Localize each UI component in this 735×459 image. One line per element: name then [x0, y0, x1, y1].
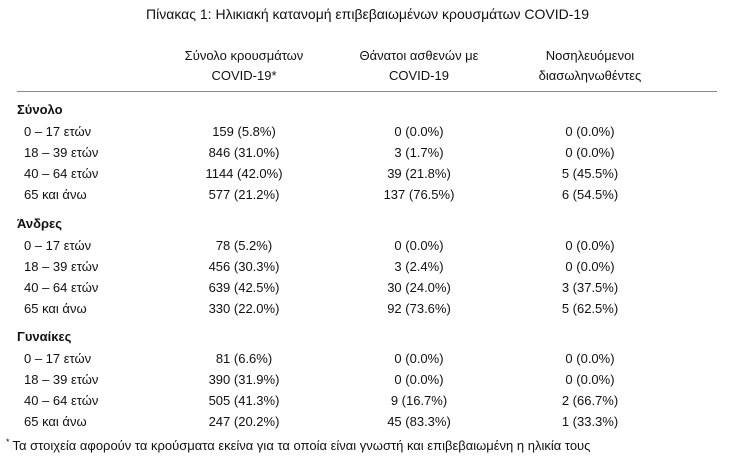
deaths-cell: 0 (0.0%) — [394, 124, 444, 139]
age-group: 18 – 39 ετών — [24, 372, 99, 387]
age-group: 40 – 64 ετών — [24, 280, 99, 295]
header-deaths: Θάνατοι ασθενών με COVID-19 — [336, 46, 502, 86]
header-hospitalized: Νοσηλευόμενοι διασωληνωθέντες — [514, 46, 666, 86]
cases-cell: 247 (20.2%) — [208, 414, 280, 429]
table-row: 0 – 17 ετών 78 (5.2%) 0 (0.0%) 0 (0.0%) — [17, 235, 717, 256]
hospitalized-cell: 0 (0.0%) — [565, 259, 615, 274]
table-row: 0 – 17 ετών 159 (5.8%) 0 (0.0%) 0 (0.0%) — [17, 121, 717, 142]
cases-cell: 577 (21.2%) — [208, 187, 280, 202]
age-group: 0 – 17 ετών — [24, 351, 92, 366]
header-deaths-line-2: COVID-19 — [389, 68, 449, 83]
cases-cell: 846 (31.0%) — [208, 145, 280, 160]
cases-cell: 505 (41.3%) — [208, 393, 280, 408]
hospitalized-cell: 1 (33.3%) — [561, 414, 619, 429]
age-group: 65 και άνω — [24, 187, 87, 202]
deaths-cell: 3 (1.7%) — [394, 145, 444, 160]
table-row: 40 – 64 ετών 639 (42.5%) 30 (24.0%) 3 (3… — [17, 277, 717, 298]
hospitalized-cell: 0 (0.0%) — [565, 145, 615, 160]
hospitalized-cell: 0 (0.0%) — [565, 372, 615, 387]
cases-cell: 456 (30.3%) — [208, 259, 280, 274]
deaths-cell: 0 (0.0%) — [394, 372, 444, 387]
table-row: 65 και άνω 330 (22.0%) 92 (73.6%) 5 (62.… — [17, 298, 717, 319]
deaths-cell: 30 (24.0%) — [387, 280, 451, 295]
footnote: * Τα στοιχεία αφορούν τα κρούσματα εκείνα… — [6, 437, 731, 453]
section-title: Άνδρες — [17, 216, 62, 231]
deaths-cell: 3 (2.4%) — [394, 259, 444, 274]
header-cases: Σύνολο κρουσμάτων COVID-19* — [180, 46, 308, 86]
deaths-cell: 137 (76.5%) — [383, 187, 455, 202]
hospitalized-cell: 5 (62.5%) — [561, 301, 619, 316]
cases-cell: 330 (22.0%) — [208, 301, 280, 316]
deaths-cell: 0 (0.0%) — [394, 238, 444, 253]
table-row: 18 – 39 ετών 390 (31.9%) 0 (0.0%) 0 (0.0… — [17, 369, 717, 390]
hospitalized-cell: 6 (54.5%) — [561, 187, 619, 202]
table-row: 65 και άνω 247 (20.2%) 45 (83.3%) 1 (33.… — [17, 411, 717, 432]
hospitalized-cell: 0 (0.0%) — [565, 351, 615, 366]
cases-cell: 81 (6.6%) — [215, 351, 273, 366]
deaths-cell: 0 (0.0%) — [394, 351, 444, 366]
age-group: 40 – 64 ετών — [24, 166, 99, 181]
age-group: 65 και άνω — [24, 414, 87, 429]
deaths-cell: 9 (16.7%) — [390, 393, 448, 408]
age-group: 18 – 39 ετών — [24, 259, 99, 274]
age-group: 40 – 64 ετών — [24, 393, 99, 408]
section-title: Σύνολο — [17, 102, 63, 117]
hospitalized-cell: 5 (45.5%) — [561, 166, 619, 181]
age-group: 0 – 17 ετών — [24, 238, 92, 253]
section-women: Γυναίκες 0 – 17 ετών 81 (6.6%) 0 (0.0%) … — [17, 328, 717, 432]
header-deaths-line-1: Θάνατοι ασθενών με — [359, 48, 479, 63]
table-title: Πίνακας 1: Ηλικιακή κατανομή επιβεβαιωμέ… — [146, 6, 589, 22]
cases-cell: 159 (5.8%) — [212, 124, 276, 139]
cases-cell: 390 (31.9%) — [208, 372, 280, 387]
table-row: 18 – 39 ετών 846 (31.0%) 3 (1.7%) 0 (0.0… — [17, 142, 717, 163]
header-hospitalized-line-1: Νοσηλευόμενοι — [545, 48, 635, 63]
table-row: 40 – 64 ετών 1144 (42.0%) 39 (21.8%) 5 (… — [17, 163, 717, 184]
section-title: Γυναίκες — [17, 329, 72, 344]
section-total: Σύνολο 0 – 17 ετών 159 (5.8%) 0 (0.0%) 0… — [17, 101, 717, 205]
footnote-text: Τα στοιχεία αφορούν τα κρούσματα εκείνα … — [12, 438, 591, 453]
age-group: 0 – 17 ετών — [24, 124, 92, 139]
table-row: 18 – 39 ετών 456 (30.3%) 3 (2.4%) 0 (0.0… — [17, 256, 717, 277]
header-divider — [17, 91, 717, 92]
header-hospitalized-line-2: διασωληνωθέντες — [538, 68, 642, 83]
section-men: Άνδρες 0 – 17 ετών 78 (5.2%) 0 (0.0%) 0 … — [17, 215, 717, 319]
deaths-cell: 45 (83.3%) — [387, 414, 451, 429]
age-group: 18 – 39 ετών — [24, 145, 99, 160]
header-cases-line-1: Σύνολο κρουσμάτων — [184, 48, 304, 63]
footnote-marker: * — [6, 437, 10, 447]
hospitalized-cell: 2 (66.7%) — [561, 393, 619, 408]
table-row: 0 – 17 ετών 81 (6.6%) 0 (0.0%) 0 (0.0%) — [17, 348, 717, 369]
header-cases-line-2: COVID-19* — [211, 68, 277, 83]
table-row: 65 και άνω 577 (21.2%) 137 (76.5%) 6 (54… — [17, 184, 717, 205]
deaths-cell: 92 (73.6%) — [387, 301, 451, 316]
deaths-cell: 39 (21.8%) — [387, 166, 451, 181]
hospitalized-cell: 0 (0.0%) — [565, 238, 615, 253]
cases-cell: 639 (42.5%) — [208, 280, 280, 295]
hospitalized-cell: 3 (37.5%) — [561, 280, 619, 295]
hospitalized-cell: 0 (0.0%) — [565, 124, 615, 139]
cases-cell: 1144 (42.0%) — [205, 166, 283, 181]
table-row: 40 – 64 ετών 505 (41.3%) 9 (16.7%) 2 (66… — [17, 390, 717, 411]
cases-cell: 78 (5.2%) — [215, 238, 273, 253]
age-group: 65 και άνω — [24, 301, 87, 316]
